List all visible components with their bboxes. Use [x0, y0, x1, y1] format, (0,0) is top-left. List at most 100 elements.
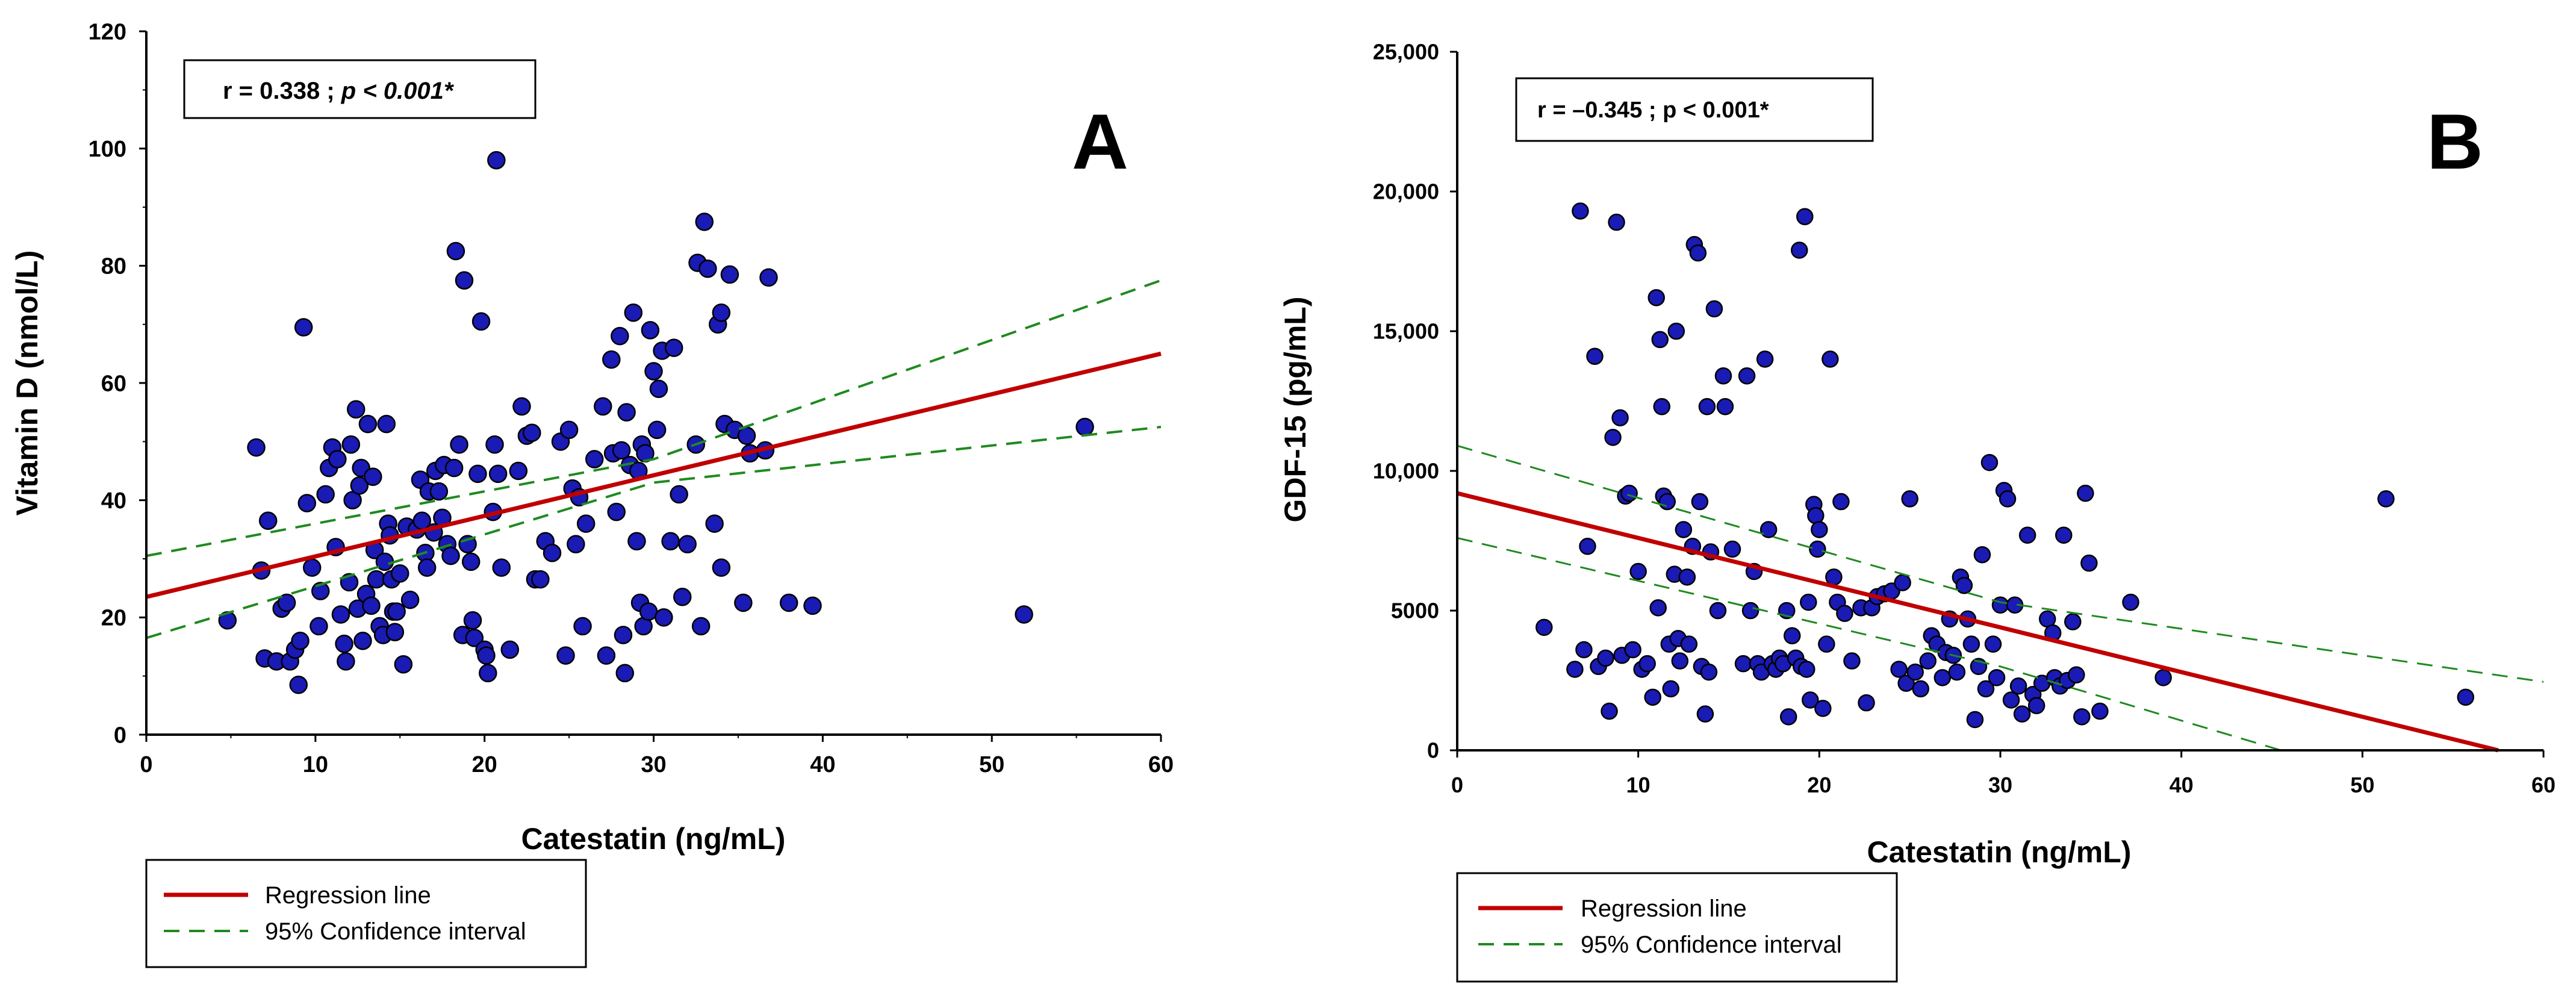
- panel-b-legend-box: [1456, 872, 1898, 983]
- panel-b-data-point: [2377, 490, 2395, 508]
- panel-b-y-tick-labels: 0 5000 10,000 15,000 20,000 25,000: [1373, 40, 1457, 763]
- panel-b-data-point: [1604, 429, 1622, 446]
- panel-a-stat-p: p < 0.001*: [341, 78, 455, 104]
- panel-b-chart: 0 5000 10,000 15,000 20,000 25,000 0 10 20 30 40 5…: [1278, 40, 2556, 983]
- panel-b-data-point: [1586, 347, 1604, 366]
- panel-a-data-point: [779, 593, 798, 612]
- panel-a-data-point: [291, 632, 310, 650]
- panel-b-data-point: [2009, 677, 2027, 695]
- panel-a-data-point: [302, 558, 322, 577]
- panel-a-data-point: [277, 593, 296, 612]
- panel-b-data-point: [1691, 493, 1709, 511]
- panel-a-data-point: [297, 494, 317, 512]
- panel-a-y-tick-label: 120: [89, 19, 126, 45]
- panel-b-data-point: [1991, 596, 2009, 614]
- panel-a-data-point: [624, 303, 643, 322]
- panel-b-data-point: [1662, 680, 1680, 698]
- panel-b-data-point: [2018, 526, 2036, 544]
- panel-a-y-tick-label: 80: [101, 254, 126, 279]
- panel-b-data-point: [1572, 202, 1589, 220]
- panel-b-data-point: [2064, 613, 2082, 630]
- panel-b-data-point: [1714, 367, 1732, 385]
- panel-b-regression-line: [1457, 491, 2499, 753]
- panel-b-data-point: [1934, 669, 1952, 686]
- panel-b-data-point: [1649, 599, 1667, 617]
- panel-a-data-point: [712, 558, 731, 577]
- panel-a-data-point: [664, 338, 683, 357]
- panel-a-y-tick-labels: 0 20 40 60 80 100 120: [89, 19, 146, 748]
- panel-b-x-tick-label: 10: [1626, 773, 1650, 797]
- panel-b-data-point: [1738, 367, 1756, 385]
- panel-b-x-tick-label: 40: [2170, 773, 2194, 797]
- panel-a-data-point: [337, 652, 355, 671]
- panel-a-data-point: [647, 420, 667, 440]
- panel-b-data-point: [1809, 540, 1826, 558]
- panel-b-data-point: [1825, 568, 1843, 586]
- panel-b-data-point: [2027, 697, 2046, 715]
- panel-a-data-point: [673, 588, 692, 606]
- panel-a-data-point: [492, 558, 511, 577]
- panel-b-data-point: [1814, 700, 1832, 717]
- panel-b-x-tick-label: 20: [1807, 773, 1831, 797]
- panel-b-data-point: [1779, 708, 1797, 726]
- panel-a-chart: 0 20 40 60 80 100 120 0 10 20 30 40 50 60 r = 0.338 …: [10, 19, 1174, 968]
- panel-b-data-point: [1906, 663, 1924, 681]
- panel-a-data-point: [341, 435, 361, 454]
- panel-b-data-point: [2457, 688, 2474, 706]
- panel-b-data-point: [2154, 669, 2172, 686]
- panel-b-data-point: [1796, 208, 1814, 226]
- panel-b-data-point: [1759, 521, 1778, 538]
- panel-a-regression-line: [146, 351, 1162, 599]
- panel-a-data-point: [362, 596, 381, 615]
- panel-a-data-point: [559, 420, 579, 440]
- panel-b-data-point: [1575, 641, 1593, 659]
- panel-a-data-point: [597, 646, 616, 665]
- panel-b-data-point: [1791, 241, 1808, 259]
- panel-a-data-point: [429, 482, 449, 501]
- panel-a-data-point: [594, 397, 612, 416]
- panel-a-data-point: [364, 467, 382, 486]
- panel-a-data-point: [385, 623, 405, 641]
- panel-b-data-point: [2013, 705, 2031, 723]
- panel-b-data-point: [1716, 398, 1734, 416]
- panel-b-data-point: [1966, 711, 1984, 729]
- panel-b-legend-regression-label: Regression line: [1581, 895, 1747, 922]
- panel-a-data-point: [737, 426, 756, 445]
- panel-b-x-tick-labels: 0 10 20 30 40 50 60: [1451, 750, 2556, 797]
- svg-text:r = –0.345 ; p < 0.001*: r = –0.345 ; p < 0.001*: [1537, 98, 1769, 123]
- panel-b-data-point: [1644, 688, 1661, 706]
- panel-b-data-point: [1624, 641, 1641, 659]
- panel-b-data-point: [1783, 627, 1801, 645]
- panel-b-data-point: [1709, 602, 1727, 620]
- panel-a-x-tick-label: 30: [641, 752, 666, 777]
- panel-a-data-point: [573, 617, 592, 636]
- panel-b-data-point: [2073, 708, 2091, 726]
- panel-a-data-point: [417, 558, 437, 577]
- panel-b-data-point: [1894, 574, 1911, 591]
- panel-a-y-tick-label: 20: [101, 606, 126, 631]
- panel-a-data-point: [617, 403, 636, 422]
- panel-a-stat-r: r = 0.338 ;: [223, 78, 341, 104]
- panel-b-stat-p: p < 0.001*: [1663, 98, 1769, 123]
- panel-a-data-point: [695, 213, 714, 231]
- panel-a-data-point: [335, 634, 353, 653]
- panel-a-data-point: [488, 464, 508, 484]
- panel-b-y-tick-label: 25,000: [1373, 40, 1439, 64]
- panel-b-x-tick-label: 0: [1451, 773, 1463, 797]
- panel-b-data-point: [2080, 554, 2098, 572]
- panel-a-stat-box: [183, 59, 537, 119]
- panel-a-data-point: [387, 602, 406, 621]
- panel-b-data-point: [1836, 605, 1853, 622]
- panel-a-data-point: [649, 379, 668, 398]
- panel-a-data-point: [803, 596, 822, 615]
- panel-a-data-point: [661, 532, 680, 551]
- panel-b-data-point: [1955, 576, 1973, 594]
- panel-a-data-point: [500, 640, 520, 659]
- panel-a-ci-lower-line: [146, 426, 1162, 640]
- panel-b-data-point: [1977, 680, 1995, 698]
- panel-a-y-axis-title: Vitamin D (nmol/L): [10, 251, 44, 516]
- panel-b-data-point: [1675, 521, 1693, 538]
- panel-b-data-point: [1671, 652, 1689, 670]
- panel-a-data-point: [556, 646, 575, 665]
